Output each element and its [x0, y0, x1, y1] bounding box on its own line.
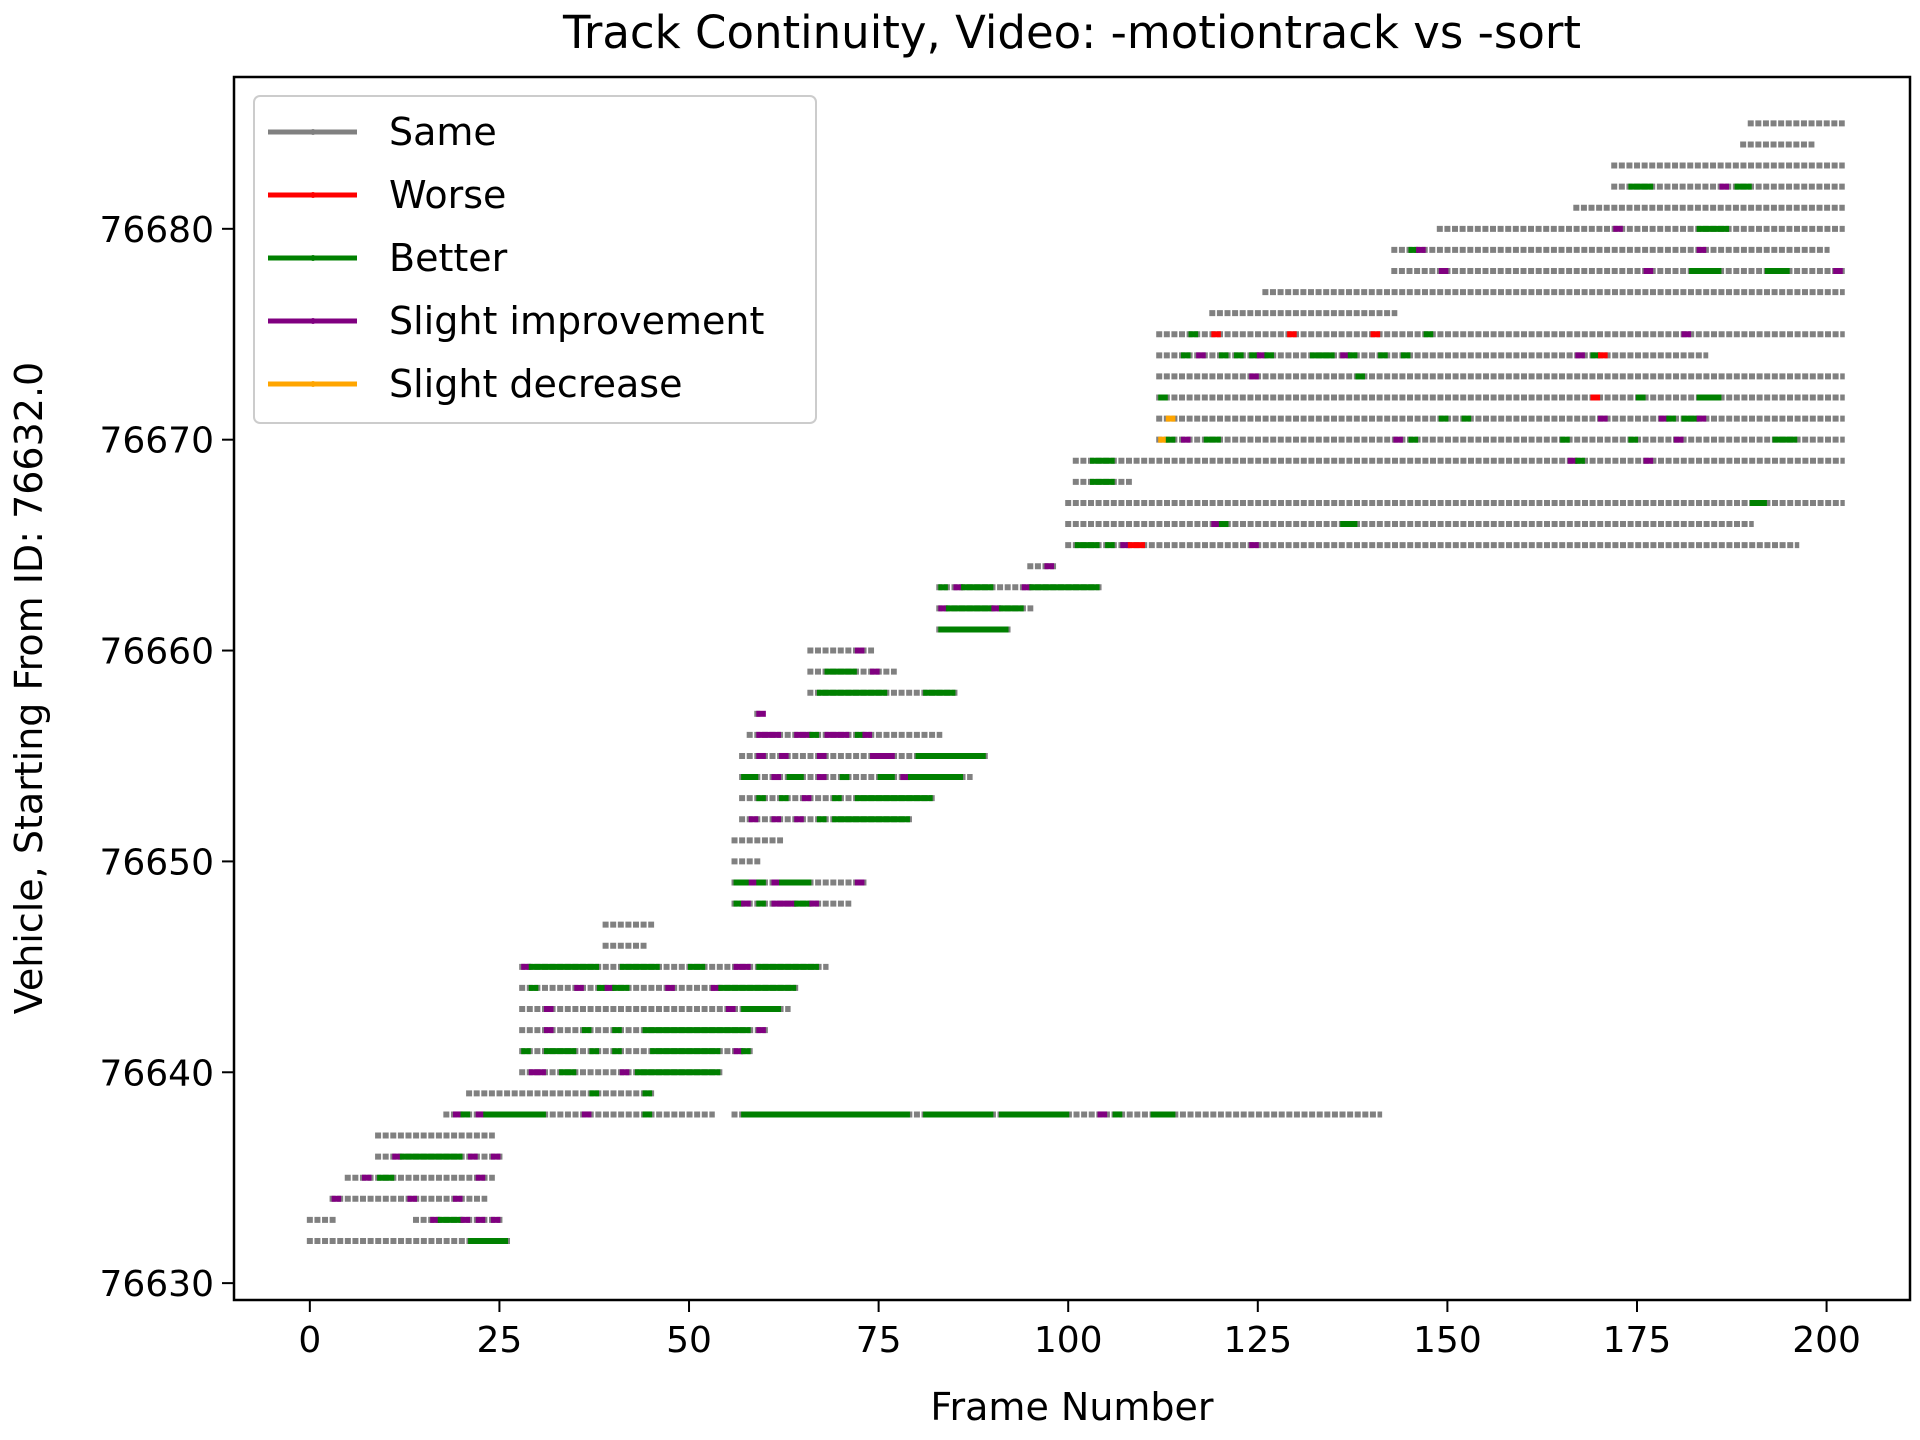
plot-frame	[232, 75, 1912, 1302]
legend-label-same: Same	[389, 110, 497, 154]
x-tick-label: 25	[477, 1320, 523, 1361]
x-tick-label: 100	[1034, 1320, 1103, 1361]
legend-marker	[310, 318, 316, 324]
legend: Same Worse Better Slight improvement Slight …	[253, 95, 817, 424]
y-axis: 76630 76640 76650 76660 76670 76680	[99, 210, 234, 1305]
legend-marker	[310, 129, 316, 135]
legend-entries: Same Worse Better Slight improvement Slight …	[268, 110, 764, 406]
legend-marker	[310, 192, 316, 198]
legend-marker	[310, 255, 316, 261]
y-tick-label: 76660	[99, 632, 214, 673]
legend-box	[253, 95, 817, 424]
y-axis-label: Vehicle, Starting From ID: 76632.0	[7, 362, 51, 1014]
x-tick-label: 75	[856, 1320, 902, 1361]
tracks-layer	[306, 120, 1845, 1244]
chart-title: Track Continuity, Video: -motiontrack vs…	[562, 6, 1581, 59]
x-tick-label: 50	[666, 1320, 712, 1361]
y-tick-label: 76680	[99, 210, 214, 251]
x-tick-label: 200	[1792, 1320, 1861, 1361]
x-tick-label: 125	[1223, 1320, 1292, 1361]
x-tick-label: 0	[298, 1320, 321, 1361]
legend-marker	[310, 381, 316, 387]
x-axis: 0 25 50 75 100 125 150 175 200	[298, 1300, 1861, 1361]
x-axis-label: Frame Number	[930, 1385, 1214, 1429]
legend-label-slight-improvement: Slight improvement	[389, 299, 764, 343]
x-tick-label: 150	[1413, 1320, 1482, 1361]
y-tick-label: 76640	[99, 1053, 214, 1094]
y-tick-label: 76650	[99, 842, 214, 883]
x-tick-label: 175	[1603, 1320, 1672, 1361]
y-tick-label: 76630	[99, 1264, 214, 1305]
legend-label-slight-decrease: Slight decrease	[389, 362, 682, 406]
legend-label-better: Better	[389, 236, 508, 280]
y-tick-label: 76670	[99, 421, 214, 462]
legend-label-worse: Worse	[389, 173, 506, 217]
